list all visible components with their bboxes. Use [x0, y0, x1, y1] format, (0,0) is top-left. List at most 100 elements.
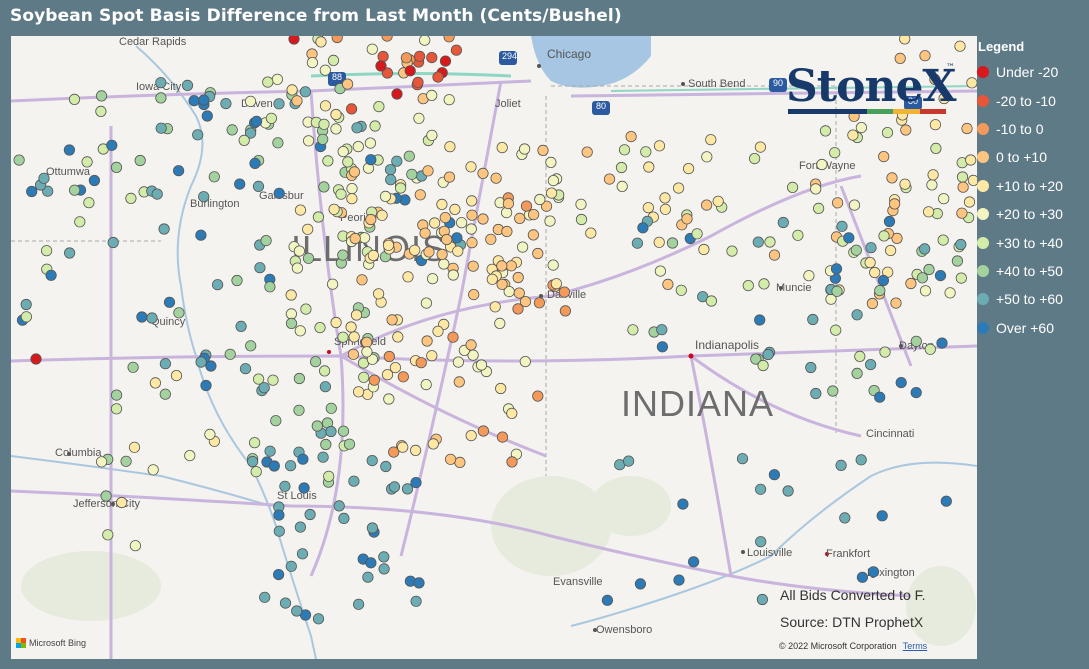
basis-point[interactable] [323, 470, 335, 482]
basis-point[interactable] [83, 197, 95, 209]
basis-point[interactable] [318, 365, 331, 377]
basis-point[interactable] [409, 244, 421, 256]
basis-point[interactable] [768, 469, 781, 481]
basis-point[interactable] [40, 245, 53, 257]
basis-point[interactable] [383, 350, 395, 363]
basis-point[interactable] [865, 242, 877, 254]
basis-point[interactable] [956, 171, 969, 183]
basis-point[interactable] [325, 402, 337, 414]
basis-point[interactable] [961, 122, 973, 135]
basis-point[interactable] [330, 316, 342, 329]
basis-point[interactable] [513, 287, 525, 299]
basis-point[interactable] [884, 244, 897, 257]
basis-point[interactable] [627, 324, 639, 336]
basis-point[interactable] [394, 182, 407, 194]
basis-point[interactable] [656, 324, 668, 336]
basis-point[interactable] [803, 270, 815, 282]
basis-point[interactable] [466, 237, 478, 249]
basis-point[interactable] [768, 249, 781, 261]
basis-point[interactable] [273, 525, 285, 537]
basis-point[interactable] [366, 43, 378, 55]
basis-point[interactable] [957, 181, 969, 193]
basis-point[interactable] [850, 244, 862, 256]
basis-point[interactable] [173, 165, 185, 177]
basis-point[interactable] [477, 213, 489, 225]
basis-point[interactable] [337, 146, 349, 158]
basis-point[interactable] [198, 94, 210, 106]
basis-point[interactable] [782, 485, 794, 497]
basis-point[interactable] [877, 274, 890, 287]
basis-point[interactable] [550, 278, 563, 290]
basis-point[interactable] [293, 372, 305, 385]
basis-point[interactable] [149, 377, 161, 389]
basis-point[interactable] [777, 216, 789, 229]
basis-point[interactable] [299, 86, 311, 98]
basis-point[interactable] [432, 71, 444, 83]
basis-point[interactable] [426, 273, 439, 285]
basis-point[interactable] [68, 93, 81, 106]
basis-point[interactable] [381, 369, 394, 381]
basis-point[interactable] [764, 236, 776, 248]
basis-point[interactable] [270, 415, 282, 427]
basis-point[interactable] [95, 90, 108, 102]
basis-point[interactable] [96, 456, 108, 468]
basis-point[interactable] [260, 235, 272, 247]
basis-point[interactable] [537, 144, 549, 157]
basis-point[interactable] [426, 129, 438, 141]
basis-point[interactable] [298, 482, 310, 494]
basis-point[interactable] [365, 213, 377, 226]
legend-item[interactable]: 0 to +10 [977, 143, 1089, 171]
basis-point[interactable] [358, 232, 371, 244]
basis-point[interactable] [264, 281, 276, 293]
basis-point[interactable] [496, 260, 508, 272]
basis-point[interactable] [300, 303, 312, 315]
basis-point[interactable] [262, 76, 274, 88]
basis-point[interactable] [285, 317, 298, 329]
basis-point[interactable] [345, 321, 357, 333]
basis-point[interactable] [410, 476, 422, 489]
basis-point[interactable] [349, 232, 361, 245]
basis-point[interactable] [856, 571, 869, 583]
basis-point[interactable] [938, 92, 950, 105]
basis-point[interactable] [13, 154, 25, 166]
basis-point[interactable] [750, 353, 762, 365]
basis-point[interactable] [682, 163, 695, 175]
basis-point[interactable] [698, 243, 710, 256]
basis-point[interactable] [505, 260, 517, 272]
basis-point[interactable] [736, 453, 749, 465]
basis-point[interactable] [302, 252, 315, 264]
basis-point[interactable] [364, 137, 376, 149]
basis-point[interactable] [294, 204, 307, 216]
legend-item[interactable]: -10 to 0 [977, 115, 1089, 143]
basis-point[interactable] [284, 460, 297, 472]
basis-point[interactable] [389, 361, 401, 374]
basis-point[interactable] [294, 521, 306, 533]
basis-point[interactable] [967, 174, 977, 186]
basis-point[interactable] [883, 215, 896, 228]
basis-point[interactable] [285, 560, 297, 572]
basis-point[interactable] [705, 134, 717, 146]
basis-point[interactable] [220, 97, 232, 110]
basis-point[interactable] [934, 270, 947, 282]
basis-point[interactable] [400, 52, 412, 64]
basis-point[interactable] [291, 605, 303, 617]
basis-point[interactable] [111, 389, 123, 401]
basis-point[interactable] [279, 597, 292, 609]
basis-point[interactable] [642, 202, 654, 214]
basis-point[interactable] [412, 76, 424, 88]
basis-point[interactable] [337, 425, 350, 437]
basis-point[interactable] [317, 451, 329, 463]
basis-point[interactable] [477, 167, 489, 179]
legend-item[interactable]: +40 to +50 [977, 257, 1089, 285]
basis-point[interactable] [516, 241, 529, 253]
basis-point[interactable] [20, 311, 32, 323]
basis-point[interactable] [634, 578, 647, 590]
basis-point[interactable] [181, 79, 194, 92]
basis-point[interactable] [924, 343, 936, 355]
basis-point[interactable] [468, 289, 480, 301]
basis-point[interactable] [361, 346, 373, 358]
basis-point[interactable] [653, 140, 666, 152]
basis-point[interactable] [376, 209, 388, 221]
basis-point[interactable] [419, 36, 431, 46]
basis-point[interactable] [26, 185, 38, 198]
